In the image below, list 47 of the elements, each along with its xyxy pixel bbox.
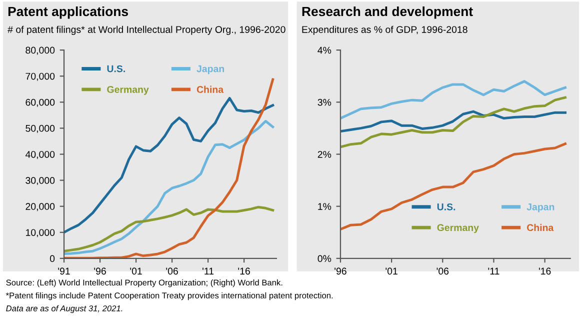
chart-subtitle: Expenditures as % of GDP, 1996-2018 (302, 26, 468, 35)
line-series (340, 96, 566, 148)
line-series (64, 96, 274, 234)
line-series (340, 110, 566, 133)
x-tick-label: '01 (130, 268, 142, 275)
line-series (64, 206, 274, 252)
x-tick-label: '01 (386, 268, 398, 275)
y-tick-label: 3% (318, 98, 332, 106)
line-series (64, 78, 274, 258)
legend-label: China (527, 224, 554, 232)
source-note: Source: (Left) World Intellectual Property Organization; (Right) World Bank. (6, 279, 282, 288)
x-tick-label: '16 (538, 268, 551, 275)
x-tick-label: '91 (58, 268, 70, 275)
y-tick-label: 30,000 (26, 177, 55, 186)
y-tick-label: 0 (50, 255, 55, 262)
y-tick-label: 0% (318, 255, 332, 262)
x-tick-label: '96 (334, 268, 346, 275)
text: Data are as of August 31, 2021. (6, 305, 122, 314)
chart-title: Research and development (302, 6, 473, 19)
legend-label: Germany (107, 86, 149, 95)
legend-label: U.S. (107, 65, 125, 72)
y-tick-label: 1% (318, 203, 332, 210)
y-tick-label: 4% (318, 46, 332, 54)
line-series (340, 80, 566, 120)
x-tick-label: '06 (436, 268, 449, 275)
text: *Patent filings include Patent Cooperation Treaty provides international patent protection. (6, 292, 333, 300)
y-tick-label: 70,000 (26, 72, 55, 81)
y-tick-label: 40,000 (25, 150, 55, 159)
legend-label: Japan (196, 65, 224, 74)
chart-subtitle: # of patent filings* at World Intellectual Property Org., 1996-2020 (8, 26, 286, 35)
x-tick-label: '06 (166, 268, 178, 275)
y-tick-label: 50,000 (26, 124, 55, 133)
x-tick-label: '11 (488, 268, 500, 274)
legend-label: China (196, 86, 224, 93)
y-tick-label: 80,000 (26, 46, 55, 55)
y-tick-label: 2% (318, 150, 332, 158)
line-series (64, 120, 274, 255)
y-tick-label: 10,000 (26, 229, 55, 238)
legend-label: Japan (526, 204, 554, 212)
x-tick-label: '11 (202, 268, 214, 274)
x-tick-label: '96 (94, 268, 106, 275)
legend-label: U.S. (437, 203, 456, 210)
legend-label: Germany (437, 224, 479, 233)
x-tick-label: '16 (238, 268, 250, 275)
chart-title: Patent applications (8, 6, 128, 19)
y-tick-label: 60,000 (26, 98, 55, 107)
y-tick-label: 20,000 (26, 203, 55, 212)
